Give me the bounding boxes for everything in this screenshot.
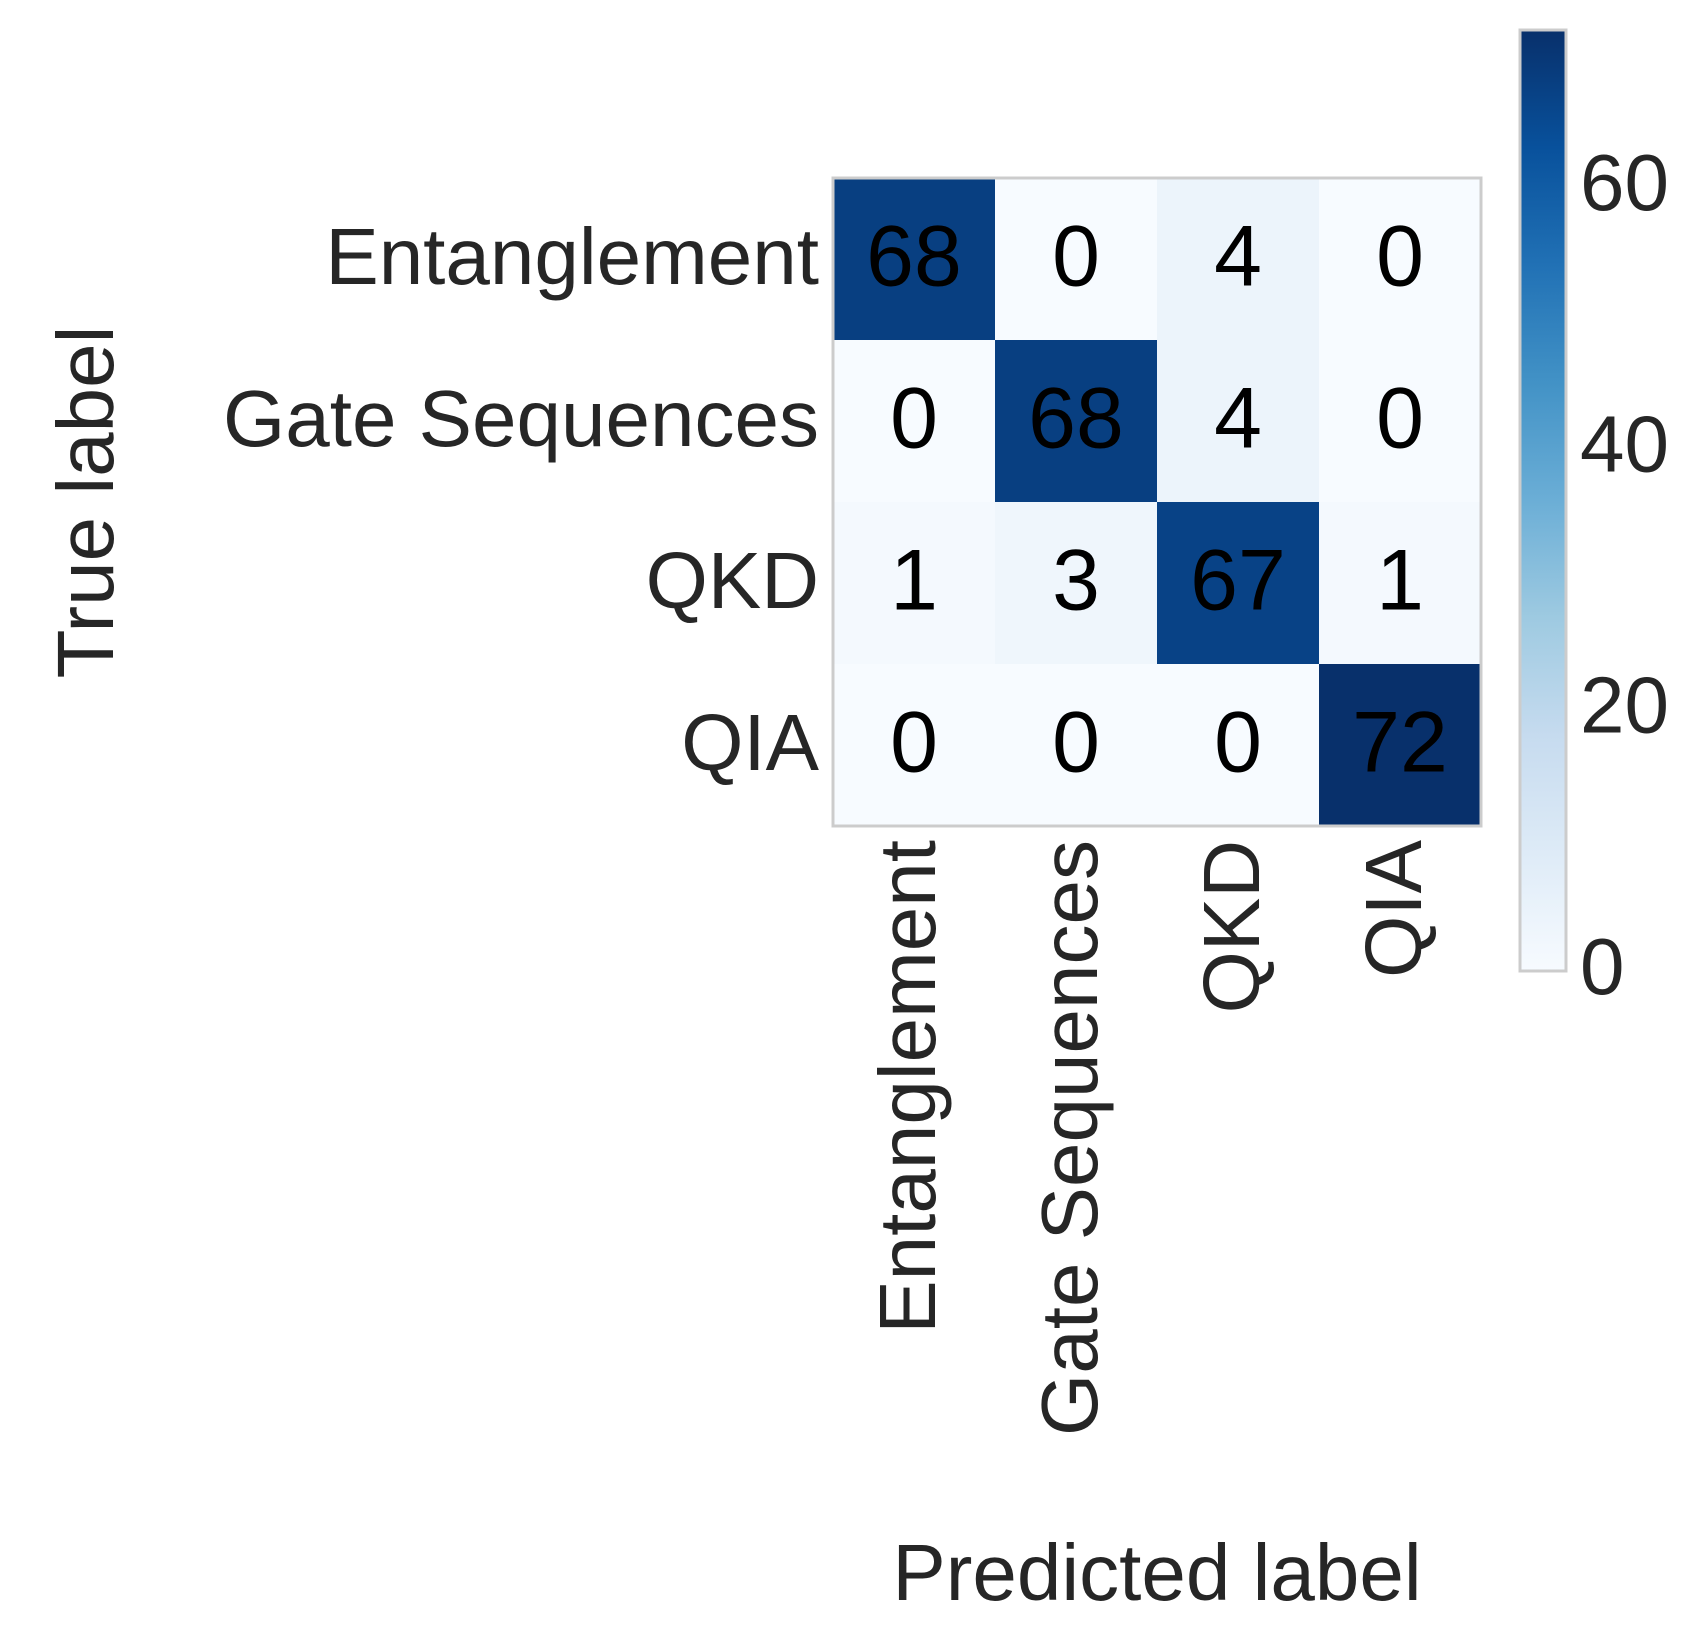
heatmap-cell <box>995 340 1157 502</box>
cell-value-label: 68 <box>866 209 962 305</box>
cell-value-label: 4 <box>1214 371 1262 467</box>
heatmap-cell <box>1157 340 1319 502</box>
heatmap-cell <box>1319 502 1481 664</box>
cell-value-label: 68 <box>1028 371 1124 467</box>
x-tick-label: QKD <box>1187 840 1276 1013</box>
colorbar-tick-label: 0 <box>1580 922 1625 1011</box>
cell-value-label: 0 <box>1214 695 1262 791</box>
cell-value-label: 72 <box>1352 695 1448 791</box>
cell-value-label: 0 <box>1376 209 1424 305</box>
heatmap-cell <box>833 178 995 340</box>
colorbar-tick-label: 20 <box>1580 661 1669 750</box>
cell-value-label: 0 <box>890 695 938 791</box>
heatmap-cell <box>995 502 1157 664</box>
cell-value-label: 1 <box>890 533 938 629</box>
heatmap-cell <box>833 502 995 664</box>
colorbar-tick-labels: 0 20 40 60 <box>1580 138 1669 1011</box>
colorbar-tick-label: 60 <box>1580 138 1669 227</box>
heatmap-cell <box>995 664 1157 826</box>
heatmap-cell <box>1157 664 1319 826</box>
x-tick-label: QIA <box>1349 839 1438 977</box>
y-tick-label: QIA <box>681 698 819 787</box>
y-axis-label: True label <box>41 326 130 679</box>
y-tick-label: Entanglement <box>325 212 819 301</box>
x-tick-labels: Entanglement Gate Sequences QKD QIA <box>863 839 1438 1436</box>
cell-value-label: 0 <box>1376 371 1424 467</box>
cell-value-label: 0 <box>890 371 938 467</box>
heatmap-cell <box>833 664 995 826</box>
cell-value-label: 3 <box>1052 533 1100 629</box>
cell-value-label: 67 <box>1190 533 1286 629</box>
y-tick-labels: Entanglement Gate Sequences QKD QIA <box>223 212 820 787</box>
cell-value-label: 1 <box>1376 533 1424 629</box>
heatmap-cell <box>995 178 1157 340</box>
heatmap-cell <box>1157 178 1319 340</box>
y-tick-label: QKD <box>646 536 819 625</box>
heatmap-cells: 68 0 4 0 0 68 4 0 1 3 67 1 0 0 0 72 <box>833 178 1481 826</box>
colorbar <box>1518 28 1568 973</box>
cell-value-label: 0 <box>1052 209 1100 305</box>
heatmap-cell <box>833 340 995 502</box>
x-tick-label: Gate Sequences <box>1025 840 1114 1436</box>
cell-value-label: 4 <box>1214 209 1262 305</box>
heatmap-cell <box>1157 502 1319 664</box>
colorbar-tick-label: 40 <box>1580 399 1669 488</box>
x-axis-label: Predicted label <box>892 1528 1421 1617</box>
heatmap-cell <box>1319 664 1481 826</box>
x-tick-label: Entanglement <box>863 840 952 1334</box>
y-tick-label: Gate Sequences <box>223 374 819 463</box>
plot-frame <box>831 176 1483 828</box>
cell-value-label: 0 <box>1052 695 1100 791</box>
heatmap-cell <box>1319 340 1481 502</box>
heatmap-cell <box>1319 178 1481 340</box>
